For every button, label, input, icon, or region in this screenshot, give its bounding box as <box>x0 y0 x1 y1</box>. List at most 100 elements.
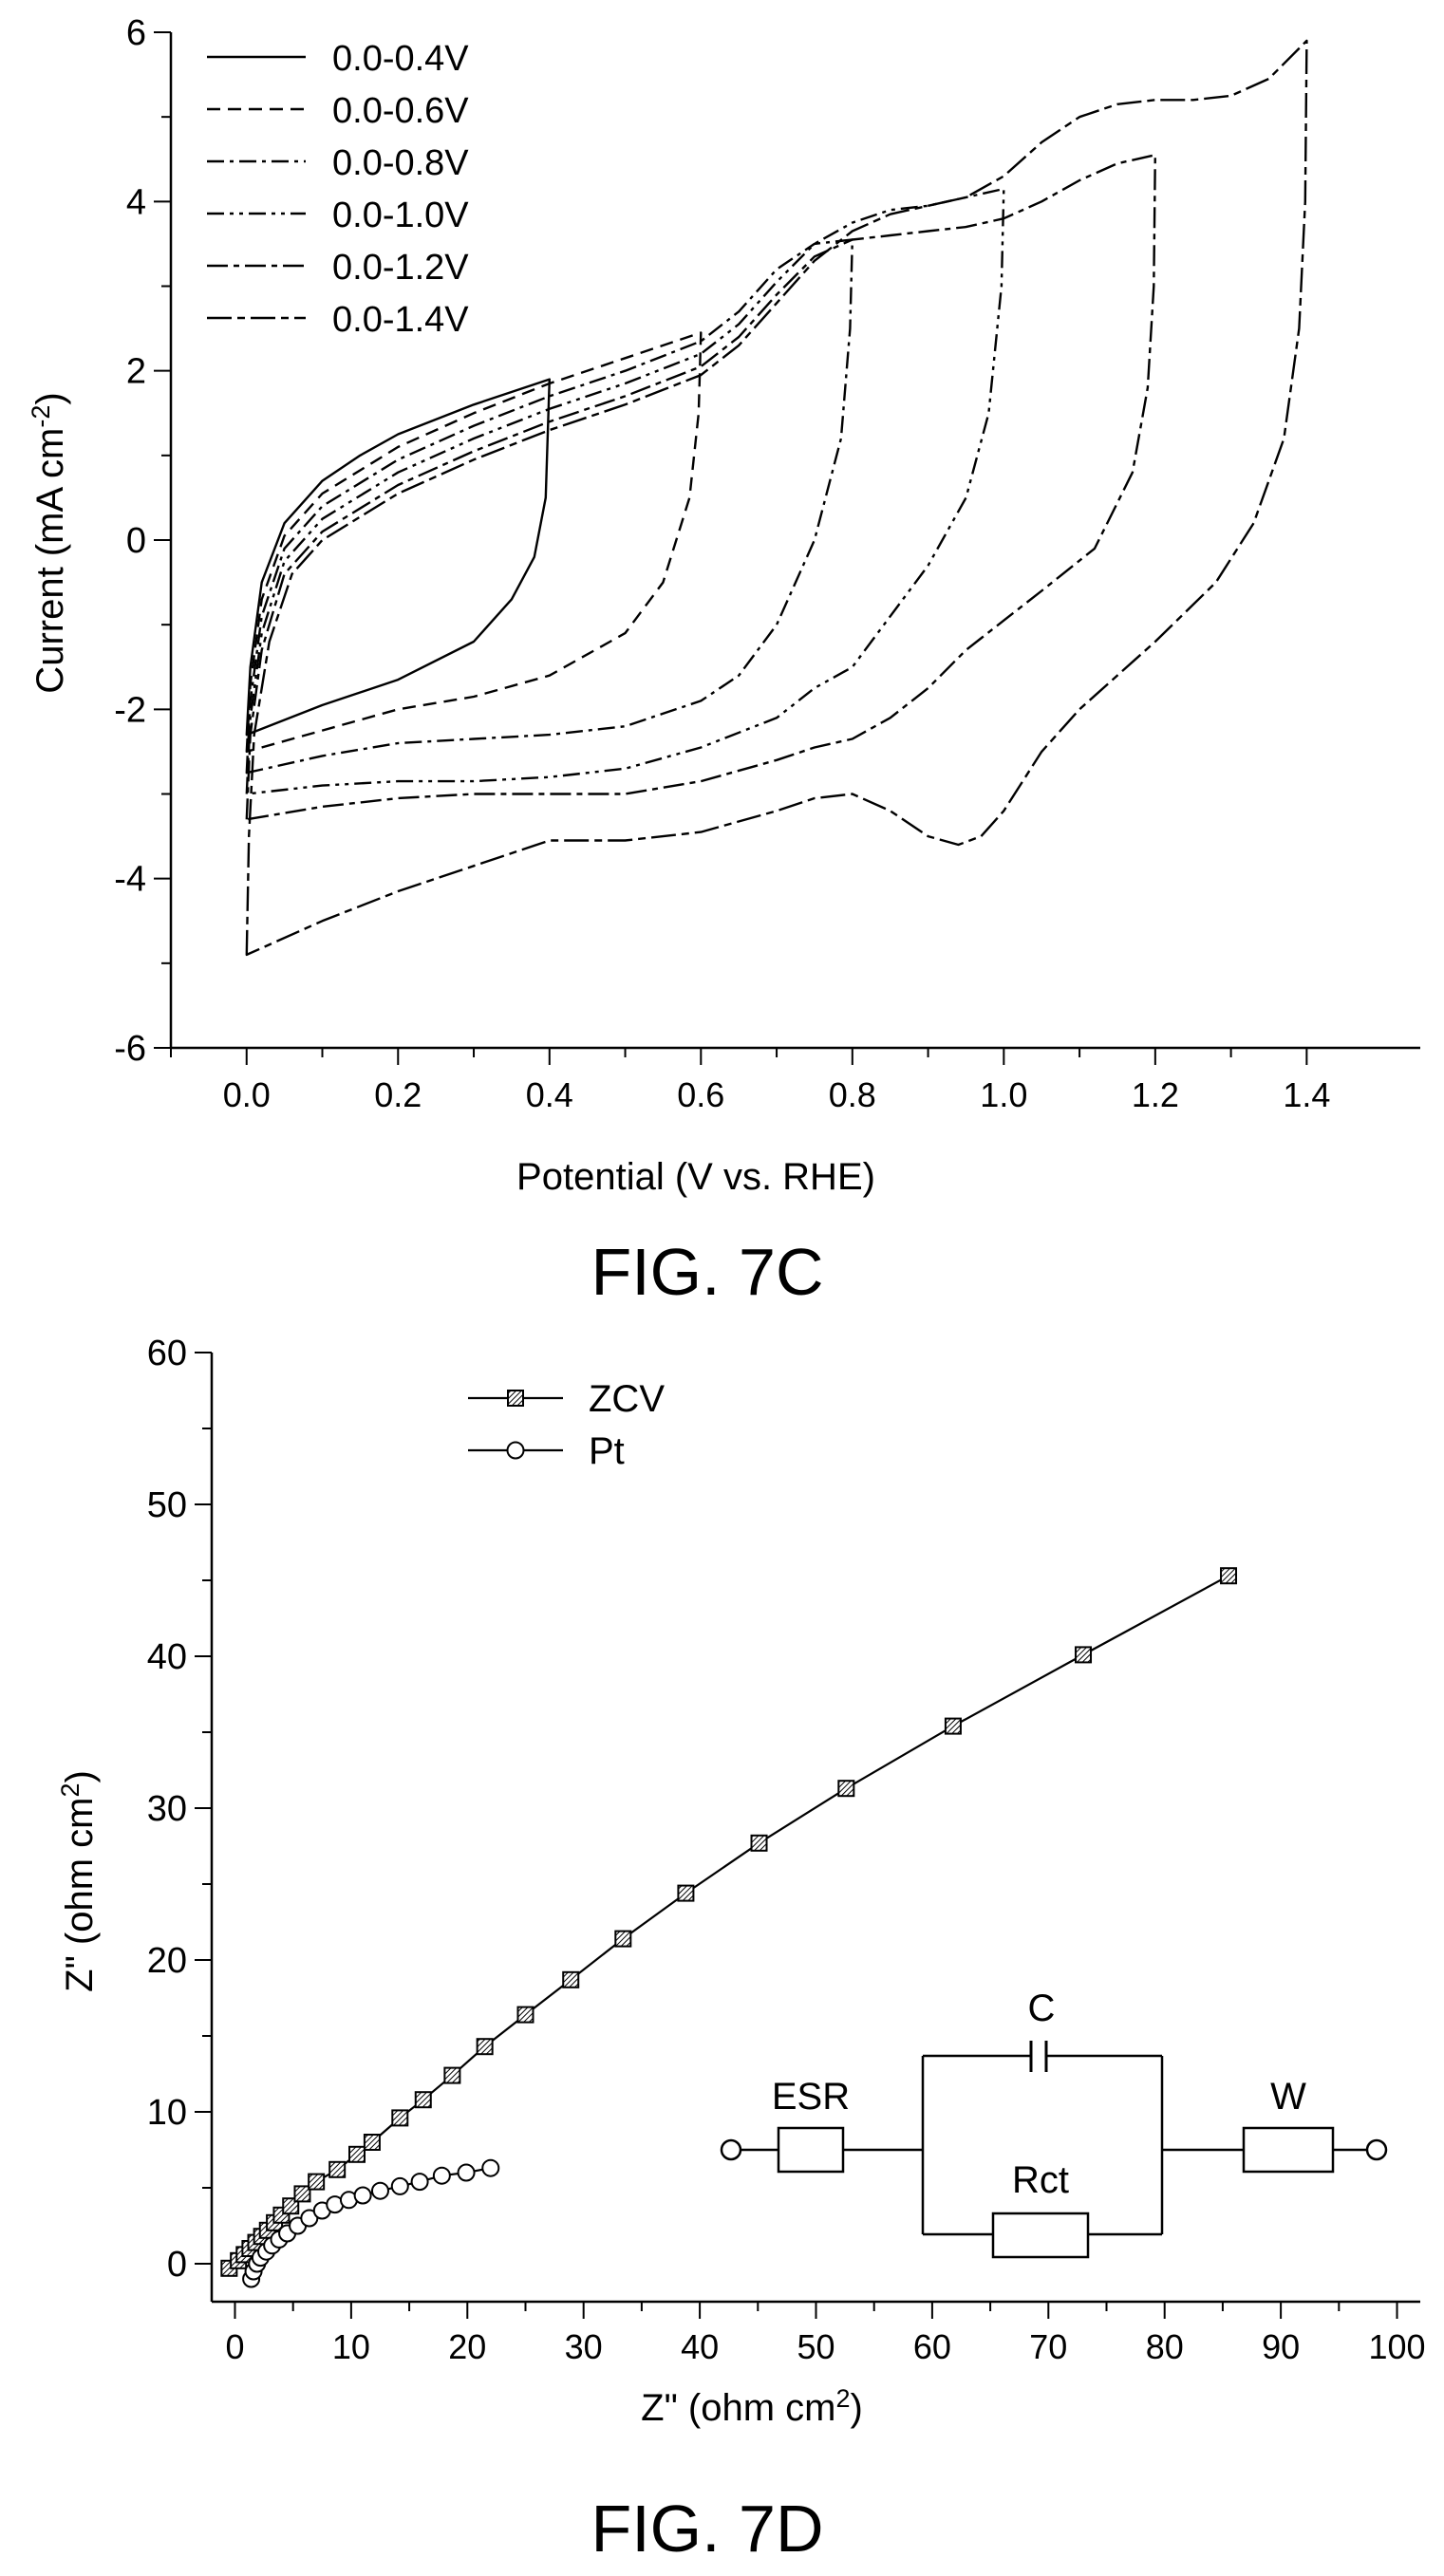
cv-chart: 0.0 0.2 0.4 0.6 0.8 1.0 1.2 1.4 6 4 2 0 -2 -4 -6 0.0-0… <box>27 13 1420 1309</box>
eis-legend-circle-marker <box>506 1441 525 1460</box>
cv-series-line <box>245 238 853 775</box>
eis-x-axis-label: Z" (ohm cm2) <box>641 2384 863 2429</box>
eis-y-tick-label: 60 <box>147 1334 187 1373</box>
zcv-data-point <box>1075 1646 1093 1664</box>
cv-y-tick-label: -6 <box>114 1029 146 1069</box>
cv-legend-label: 0.0-0.8V <box>332 143 469 183</box>
zcv-data-point <box>293 2185 311 2203</box>
cv-legend-label: 0.0-1.4V <box>332 300 469 340</box>
eis-x-tick-label: 90 <box>1262 2327 1300 2366</box>
eis-series-line-zcv <box>228 1575 1229 2269</box>
eis-x-tick-label: 80 <box>1146 2327 1184 2366</box>
pt-data-point <box>370 2181 389 2200</box>
zcv-data-point <box>614 1930 632 1948</box>
eis-series <box>220 1567 1238 2288</box>
figure-label-7c: FIG. 7C <box>591 1235 823 1309</box>
eis-legend-label: Pt <box>589 1430 625 1472</box>
zcv-data-point <box>837 1780 855 1798</box>
cv-series-line <box>245 331 703 754</box>
zcv-data-point <box>308 2173 326 2191</box>
cv-x-tick-label: 1.2 <box>1132 1075 1179 1114</box>
cv-series-line <box>245 154 1156 821</box>
cv-legend-label: 0.0-0.4V <box>332 39 469 79</box>
cv-x-tick-label: 0.4 <box>526 1075 573 1114</box>
eis-x-tick-label: 70 <box>1029 2327 1067 2366</box>
eis-x-tick-label: 30 <box>565 2327 603 2366</box>
cv-series-line <box>245 39 1308 957</box>
zcv-data-point <box>443 2066 461 2084</box>
rct-resistor <box>991 2212 1090 2259</box>
cv-y-tick-label: 2 <box>126 352 146 392</box>
pt-data-point <box>481 2158 500 2177</box>
pt-data-point <box>457 2163 476 2182</box>
eis-legend-square-marker <box>507 1390 524 1407</box>
pt-data-point <box>410 2173 429 2192</box>
eis-x-tick-label: 0 <box>225 2327 244 2366</box>
zcv-data-point <box>348 2145 366 2163</box>
zcv-data-point <box>328 2160 347 2178</box>
eis-legend: ZCV Pt <box>468 1378 665 1472</box>
cv-y-tick-label: 4 <box>126 182 146 222</box>
cv-legend-label: 0.0-0.6V <box>332 91 469 131</box>
cv-axes <box>169 32 1420 1050</box>
zcv-data-point <box>516 2006 534 2024</box>
zcv-data-point <box>562 1970 580 1988</box>
pt-data-point <box>353 2186 372 2205</box>
figure-label-7d: FIG. 7D <box>591 2492 823 2566</box>
cv-x-tick-label: 0.0 <box>223 1075 271 1114</box>
eis-x-tick-label: 20 <box>448 2327 486 2366</box>
cv-x-tick-label: 1.0 <box>980 1075 1027 1114</box>
eis-legend-label: ZCV <box>589 1378 665 1420</box>
cv-y-axis-label: Current (mA cm-2) <box>27 392 71 693</box>
esr-label: ESR <box>772 2076 850 2118</box>
cv-legend: 0.0-0.4V 0.0-0.6V 0.0-0.8V 0.0-1.0V 0.0-1.2V… <box>207 39 469 340</box>
zcv-data-point <box>391 2109 409 2127</box>
cv-series-line <box>245 187 1005 795</box>
warburg-label: W <box>1270 2076 1306 2118</box>
eis-x-tick-label: 60 <box>913 2327 951 2366</box>
eis-y-tick-label: 10 <box>147 2093 187 2133</box>
pt-data-point <box>432 2166 451 2185</box>
eis-y-tick-label: 20 <box>147 1941 187 1981</box>
zcv-data-point <box>944 1717 962 1735</box>
eis-x-tick-label: 50 <box>797 2327 835 2366</box>
zcv-data-point <box>750 1834 768 1852</box>
cv-y-tick-label: 0 <box>126 521 146 561</box>
eis-y-axis-label: Z" (ohm cm2) <box>56 1770 101 1992</box>
cv-series-line <box>245 378 551 737</box>
eis-x-tick-label: 10 <box>332 2327 370 2366</box>
esr-resistor <box>777 2126 845 2174</box>
cv-x-tick-label: 0.2 <box>374 1075 422 1114</box>
cv-legend-label: 0.0-1.2V <box>332 248 469 288</box>
zcv-data-point <box>363 2134 381 2151</box>
eis-y-tick-label: 0 <box>167 2245 187 2285</box>
cv-ticks: 0.0 0.2 0.4 0.6 0.8 1.0 1.2 1.4 6 4 2 0 -2 -4 -6 <box>114 13 1330 1114</box>
zcv-data-point <box>414 2091 432 2109</box>
zcv-data-point <box>476 2038 494 2056</box>
capacitor-label: C <box>1028 1988 1056 2029</box>
cv-x-tick-label: 0.8 <box>829 1075 876 1114</box>
zcv-data-point <box>677 1884 695 1902</box>
cv-x-tick-label: 0.6 <box>677 1075 724 1114</box>
rct-label: Rct <box>1012 2159 1069 2201</box>
eis-y-tick-label: 50 <box>147 1485 187 1525</box>
eis-x-tick-label: 40 <box>681 2327 719 2366</box>
cv-x-tick-label: 1.4 <box>1283 1075 1330 1114</box>
warburg-element <box>1242 2126 1335 2174</box>
circuit-terminal-left <box>720 2138 742 2161</box>
cv-series <box>245 39 1308 957</box>
cv-y-tick-label: -4 <box>114 860 146 900</box>
eis-y-tick-label: 30 <box>147 1789 187 1829</box>
cv-x-axis-label: Potential (V vs. RHE) <box>516 1156 875 1198</box>
pt-data-point <box>390 2176 409 2195</box>
cv-legend-label: 0.0-1.0V <box>332 196 469 235</box>
cv-y-tick-label: -2 <box>114 690 146 730</box>
circuit-terminal-right <box>1365 2138 1388 2161</box>
zcv-data-point <box>1220 1567 1238 1585</box>
cv-y-tick-label: 6 <box>126 13 146 53</box>
eis-y-tick-label: 40 <box>147 1637 187 1677</box>
eis-x-tick-label: 100 <box>1368 2327 1425 2366</box>
